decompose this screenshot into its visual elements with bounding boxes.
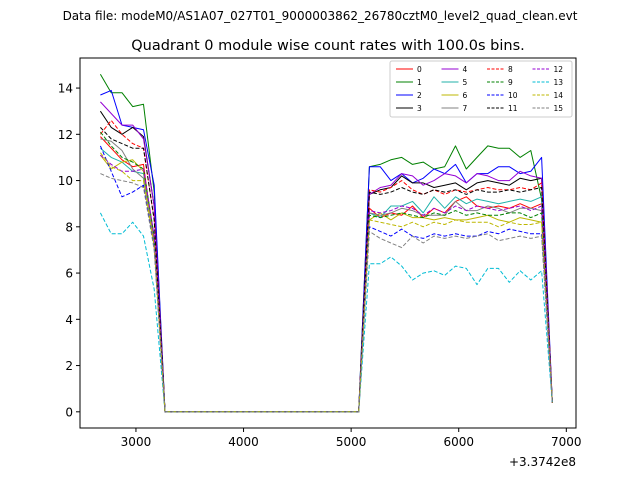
y-tick-label: 10 bbox=[58, 174, 73, 188]
legend-box bbox=[389, 60, 573, 118]
series-line-7 bbox=[100, 138, 553, 413]
x-axis: 3000 4000 5000 6000 7000 bbox=[121, 428, 582, 449]
y-tick-label: 14 bbox=[58, 82, 73, 96]
series-line-3 bbox=[99, 110, 553, 413]
series-line-12 bbox=[100, 154, 553, 413]
legend-label-1: 1 bbox=[417, 78, 422, 87]
series-line-10 bbox=[99, 145, 553, 413]
x-tick-label: 3000 bbox=[121, 435, 152, 449]
legend-label-9: 9 bbox=[508, 78, 513, 87]
x-offset-label: +3.3742e8 bbox=[509, 455, 576, 469]
series-line-6 bbox=[100, 154, 553, 413]
x-tick-label: 5000 bbox=[336, 435, 367, 449]
series-line-1 bbox=[99, 73, 553, 413]
series-line-14 bbox=[100, 152, 553, 413]
x-tick-label: 6000 bbox=[443, 435, 474, 449]
legend-label-3: 3 bbox=[417, 104, 422, 113]
series-line-11 bbox=[100, 127, 553, 413]
legend-label-7: 7 bbox=[463, 104, 468, 113]
legend-label-12: 12 bbox=[554, 65, 564, 74]
legend-label-5: 5 bbox=[463, 78, 468, 87]
legend-label-14: 14 bbox=[554, 91, 564, 100]
y-tick-label: 12 bbox=[58, 128, 73, 142]
legend-label-4: 4 bbox=[463, 65, 468, 74]
plot-frame bbox=[79, 57, 577, 429]
legend-label-15: 15 bbox=[554, 104, 564, 113]
y-tick-label: 2 bbox=[65, 359, 73, 373]
y-tick-label: 6 bbox=[65, 267, 73, 281]
series-line-8 bbox=[100, 119, 553, 413]
series-line-5 bbox=[100, 147, 553, 413]
legend-label-2: 2 bbox=[417, 91, 422, 100]
legend-label-13: 13 bbox=[554, 78, 564, 87]
y-tick-label: 4 bbox=[65, 313, 73, 327]
series-line-4 bbox=[100, 101, 553, 413]
legend-label-10: 10 bbox=[508, 91, 518, 100]
legend-label-8: 8 bbox=[508, 65, 513, 74]
series-line-13 bbox=[99, 212, 553, 413]
y-axis: 0 2 4 6 8 10 12 14 bbox=[58, 82, 80, 419]
series-layer bbox=[99, 73, 553, 413]
y-tick-label: 8 bbox=[65, 220, 73, 234]
series-line-15 bbox=[100, 173, 553, 413]
x-tick-label: 7000 bbox=[551, 435, 582, 449]
legend-label-0: 0 bbox=[417, 65, 422, 74]
suptitle: Data file: modeM0/AS1A07_027T01_90000038… bbox=[63, 9, 578, 23]
chart-title: Quadrant 0 module wise count rates with … bbox=[131, 38, 525, 54]
x-tick-label: 4000 bbox=[228, 435, 259, 449]
legend-label-6: 6 bbox=[463, 91, 468, 100]
y-tick-label: 0 bbox=[65, 405, 73, 419]
series-line-2 bbox=[100, 89, 553, 413]
legend-label-11: 11 bbox=[508, 104, 518, 113]
